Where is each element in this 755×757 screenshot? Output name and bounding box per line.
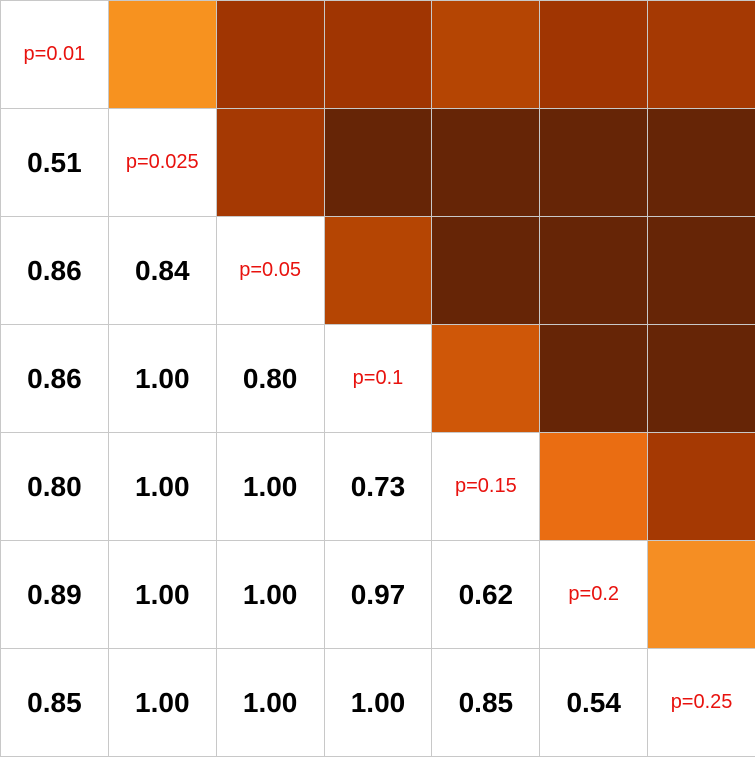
value-label: 0.80	[27, 470, 82, 502]
value-cell: 0.73	[323, 432, 433, 541]
value-cell: 1.00	[107, 324, 217, 433]
value-label: 1.00	[135, 686, 190, 718]
value-cell: 1.00	[215, 432, 325, 541]
value-label: 1.00	[350, 686, 406, 718]
value-label: 0.85	[27, 686, 82, 718]
value-label: 0.54	[566, 686, 621, 718]
value-cell: 1.00	[215, 648, 325, 757]
value-label: 1.00	[242, 470, 298, 502]
color-cell	[215, 108, 325, 217]
value-cell: 0.86	[0, 324, 109, 433]
diagonal-label-cell: p=0.25	[647, 648, 755, 757]
color-cell	[539, 108, 649, 217]
value-cell: 0.97	[323, 540, 433, 649]
color-cell	[539, 432, 649, 541]
value-cell: 0.80	[215, 324, 325, 433]
diagonal-label: p=0.025	[125, 151, 199, 173]
color-cell	[323, 108, 433, 217]
color-cell	[647, 324, 755, 433]
value-cell: 0.54	[539, 648, 649, 757]
diagonal-label: p=0.2	[568, 583, 619, 605]
color-cell	[323, 216, 433, 325]
color-cell	[323, 0, 433, 109]
value-label: 0.73	[350, 470, 406, 502]
color-cell	[431, 0, 541, 109]
color-cell	[647, 216, 755, 325]
value-label: 0.89	[27, 578, 82, 610]
value-label: 0.84	[135, 254, 190, 286]
value-cell: 1.00	[107, 540, 217, 649]
value-cell: 0.84	[107, 216, 217, 325]
color-cell	[647, 540, 755, 649]
value-label: 0.86	[27, 362, 82, 394]
value-cell: 1.00	[323, 648, 433, 757]
value-label: 0.97	[350, 578, 406, 610]
color-cell	[647, 0, 755, 109]
diagonal-label: p=0.01	[23, 43, 86, 65]
diagonal-label: p=0.05	[239, 259, 301, 281]
diagonal-label: p=0.25	[670, 691, 733, 713]
value-label: 1.00	[135, 470, 190, 502]
diagonal-label: p=0.1	[352, 367, 404, 389]
color-cell	[431, 324, 541, 433]
color-cell	[431, 108, 541, 217]
value-label: 1.00	[135, 362, 190, 394]
value-cell: 0.85	[0, 648, 109, 757]
value-cell: 0.62	[431, 540, 541, 649]
diagonal-label-cell: p=0.025	[107, 108, 217, 217]
value-label: 0.51	[27, 146, 82, 178]
color-cell	[107, 0, 217, 109]
color-cell	[539, 324, 649, 433]
diagonal-label-cell: p=0.01	[0, 0, 109, 109]
value-cell: 0.89	[0, 540, 109, 649]
color-cell	[215, 0, 325, 109]
value-cell: 1.00	[107, 648, 217, 757]
color-cell	[539, 0, 649, 109]
value-label: 0.86	[27, 254, 82, 286]
value-label: 1.00	[242, 578, 298, 610]
color-cell	[647, 432, 755, 541]
color-cell	[431, 216, 541, 325]
diagonal-label-cell: p=0.2	[539, 540, 649, 649]
value-label: 1.00	[242, 686, 298, 718]
value-cell: 1.00	[215, 540, 325, 649]
value-cell: 0.86	[0, 216, 109, 325]
value-label: 0.80	[242, 362, 298, 394]
diagonal-label-cell: p=0.05	[215, 216, 325, 325]
value-label: 0.62	[458, 578, 514, 610]
color-cell	[539, 216, 649, 325]
value-cell: 0.80	[0, 432, 109, 541]
value-cell: 1.00	[107, 432, 217, 541]
value-cell: 0.51	[0, 108, 109, 217]
diagonal-label: p=0.15	[454, 475, 517, 497]
value-label: 1.00	[135, 578, 190, 610]
color-cell	[647, 108, 755, 217]
diagonal-label-cell: p=0.15	[431, 432, 541, 541]
value-cell: 0.85	[431, 648, 541, 757]
value-label: 0.85	[458, 686, 514, 718]
diagonal-label-cell: p=0.1	[323, 324, 433, 433]
